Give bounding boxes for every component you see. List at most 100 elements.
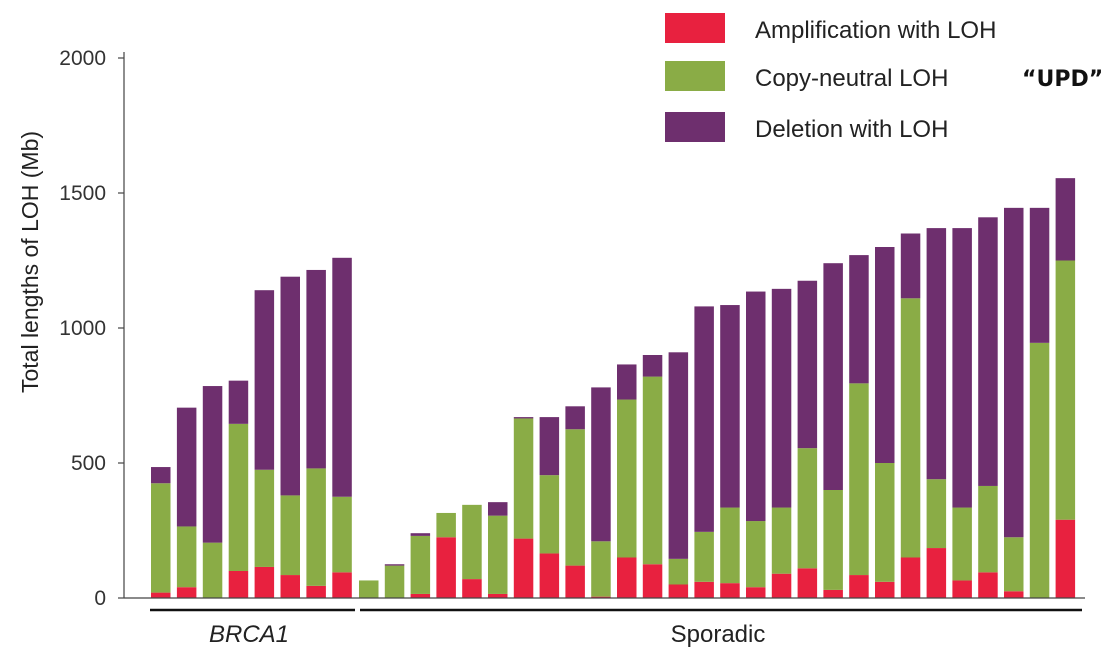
bar-segment-amplification — [952, 580, 972, 598]
bar-segment-deletion — [565, 406, 585, 430]
bar-segment-amplification — [176, 587, 197, 598]
bar-segment-deletion — [513, 417, 534, 419]
bar-segment-amplification — [668, 584, 689, 598]
bar-segment-deletion — [875, 247, 895, 463]
bar-segment-deletion — [332, 257, 352, 497]
bar-segment-amplification — [151, 592, 171, 598]
bar-segment-amplification — [228, 571, 249, 598]
bar-segment-amplification — [513, 538, 534, 598]
bar-segment-deletion — [720, 305, 740, 508]
bar-segment-deletion — [151, 467, 171, 484]
bar-segment-copy-neutral — [849, 383, 869, 576]
legend-swatch-deletion — [665, 112, 725, 142]
bar-segment-amplification — [280, 575, 300, 598]
bar-segment-copy-neutral — [797, 448, 818, 569]
bar-segment-amplification — [254, 566, 275, 598]
bar-segment-deletion — [591, 387, 611, 542]
bar-segment-deletion — [410, 533, 431, 536]
bar-segment-amplification — [849, 575, 869, 598]
bar-segment-deletion — [797, 280, 818, 449]
bar-segment-copy-neutral — [720, 507, 740, 584]
bar-segment-copy-neutral — [228, 423, 249, 571]
bar-segment-deletion — [254, 290, 275, 470]
bar-segment-copy-neutral — [591, 541, 611, 597]
bar-segment-deletion — [1004, 207, 1024, 538]
bar-segment-copy-neutral — [565, 429, 585, 566]
bar-segment-copy-neutral — [513, 418, 534, 539]
bar-segment-amplification — [642, 564, 663, 598]
bar-segment-amplification — [462, 579, 482, 598]
bar-segment-copy-neutral — [642, 376, 663, 565]
bar-segment-copy-neutral — [359, 580, 379, 598]
bar-segment-deletion — [202, 386, 223, 543]
bar-segment-deletion — [823, 263, 843, 490]
bar-segment-deletion — [668, 352, 689, 559]
bar-segment-copy-neutral — [746, 521, 766, 588]
bar-segment-copy-neutral — [254, 469, 275, 567]
bar-segment-copy-neutral — [436, 512, 456, 538]
bar-segment-copy-neutral — [668, 558, 689, 585]
bar-segment-copy-neutral — [384, 565, 405, 598]
bar-segment-deletion — [228, 380, 249, 424]
bar-segment-copy-neutral — [332, 496, 352, 573]
bar-segment-amplification — [746, 587, 766, 598]
bar-segment-deletion — [306, 269, 326, 469]
bar-segment-amplification — [694, 581, 714, 598]
y-tick-label: 2000 — [59, 47, 106, 70]
bar-segment-deletion — [1055, 178, 1076, 261]
bar-segment-deletion — [952, 228, 972, 508]
bar-segment-copy-neutral — [823, 490, 843, 590]
bar-segment-deletion — [176, 407, 197, 527]
legend-label-copy-neutral: Copy-neutral LOH — [755, 65, 948, 92]
legend: Amplification with LOH Copy-neutral LOH … — [665, 13, 1103, 143]
bar-segment-deletion — [617, 364, 637, 400]
bar-segment-amplification — [900, 557, 921, 598]
bar-segment-copy-neutral — [952, 507, 972, 581]
bar-segment-amplification — [436, 537, 456, 598]
bar-segment-amplification — [926, 548, 947, 598]
bar-segment-deletion — [694, 306, 714, 532]
legend-label-deletion: Deletion with LOH — [755, 116, 948, 143]
bar-segment-deletion — [539, 417, 560, 476]
y-tick-label: 0 — [94, 587, 106, 610]
bar-segment-copy-neutral — [1055, 260, 1076, 520]
bar-segment-copy-neutral — [875, 463, 895, 582]
bar-segment-deletion — [771, 288, 792, 508]
bar-segment-amplification — [565, 565, 585, 598]
bar-segment-copy-neutral — [410, 535, 431, 594]
bar-segment-deletion — [926, 228, 947, 480]
bar-segment-amplification — [1004, 591, 1024, 598]
bar-segment-amplification — [591, 596, 611, 598]
bar-segment-copy-neutral — [202, 542, 223, 598]
bar-segment-amplification — [771, 573, 792, 598]
bar-segment-copy-neutral — [176, 526, 197, 588]
bar-segment-amplification — [488, 593, 508, 598]
bar-segment-amplification — [332, 572, 352, 598]
bar-segment-copy-neutral — [306, 468, 326, 586]
bar-segment-deletion — [642, 355, 663, 377]
bar-segment-amplification — [875, 581, 895, 598]
bar-segment-deletion — [1029, 207, 1050, 343]
bar-segment-deletion — [900, 233, 921, 299]
bar-segment-copy-neutral — [488, 515, 508, 594]
bar-segment-amplification — [306, 585, 326, 598]
bar-segment-amplification — [617, 557, 637, 598]
bar-segment-copy-neutral — [1029, 342, 1050, 598]
group-label-sporadic: Sporadic — [671, 621, 766, 648]
y-tick-label: 1000 — [59, 317, 106, 340]
legend-label-amplification: Amplification with LOH — [755, 17, 996, 44]
bar-segment-copy-neutral — [926, 479, 947, 549]
bar-segment-copy-neutral — [462, 504, 482, 580]
bar-segment-copy-neutral — [900, 298, 921, 558]
bar-segment-deletion — [746, 291, 766, 522]
legend-swatch-amplification — [665, 13, 725, 43]
y-axis-ticks: 0 500 1000 1500 2000 — [59, 47, 124, 610]
bar-segment-copy-neutral — [539, 475, 560, 554]
bar-segment-copy-neutral — [280, 495, 300, 576]
bar-segment-copy-neutral — [1004, 537, 1024, 592]
legend-note-upd: “UPD” — [1022, 67, 1103, 92]
bar-segment-amplification — [410, 593, 431, 598]
bar-segment-amplification — [1055, 519, 1076, 598]
y-axis-title: Total lengths of LOH (Mb) — [17, 131, 43, 393]
